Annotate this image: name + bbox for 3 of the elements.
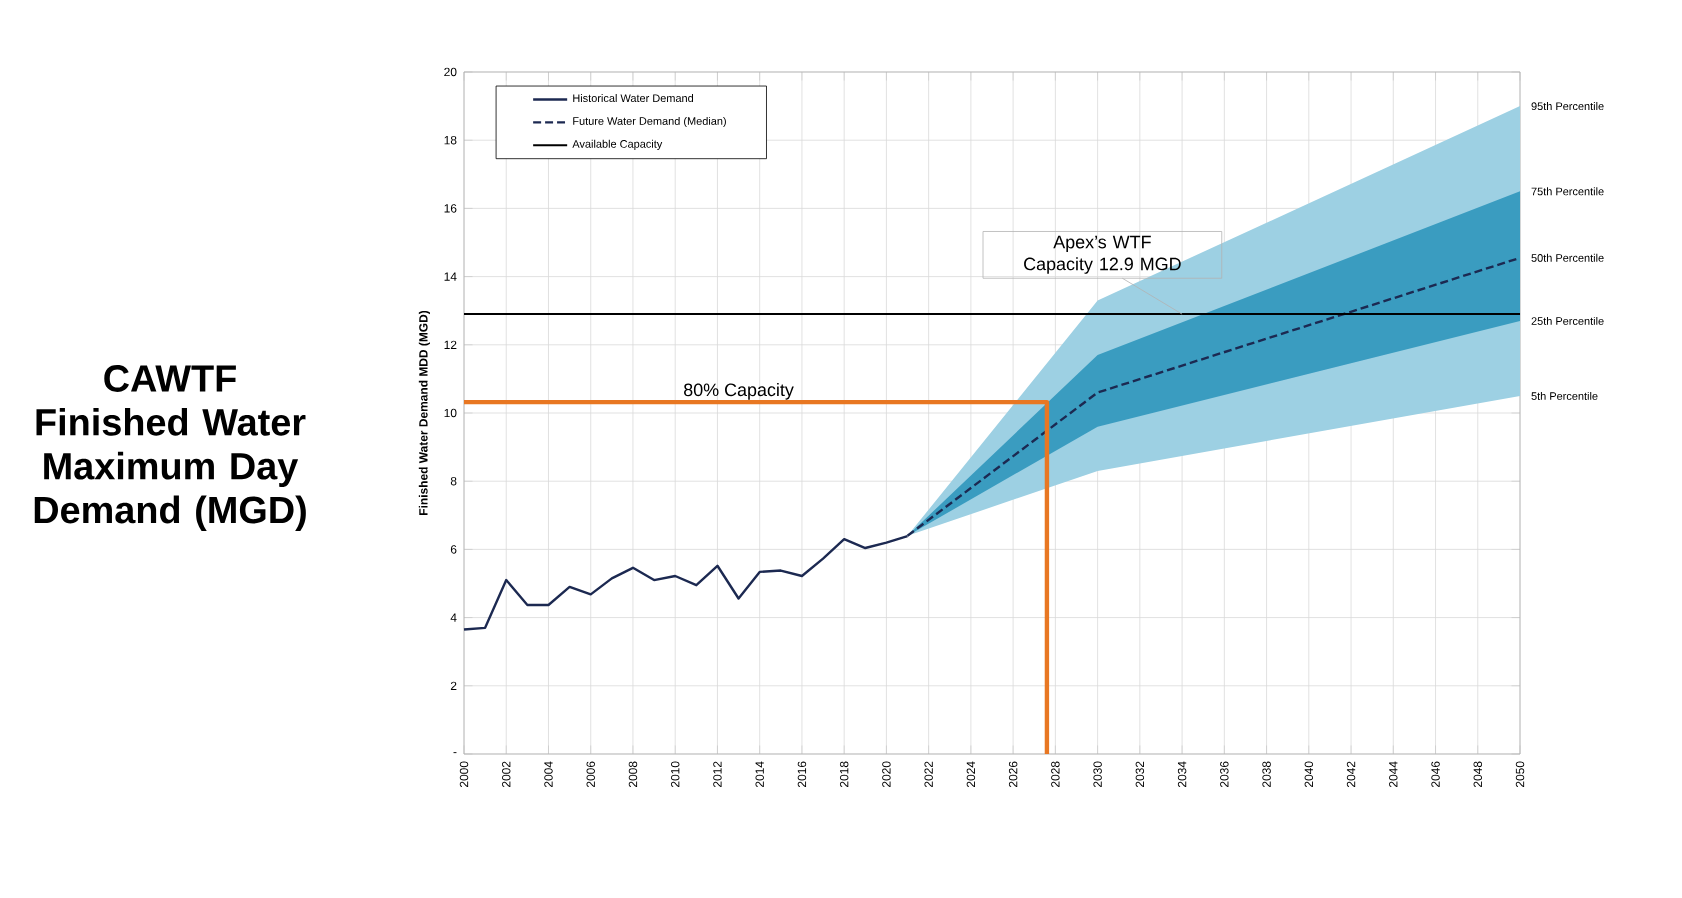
text: CAWTF Finished Water Maximum Day Demand (MGD) bbox=[34, 365, 306, 531]
annotation: Apex’s WTF Capacity 12.9 MGD bbox=[1024, 235, 1181, 274]
annotation: 80% Capacity bbox=[684, 382, 794, 400]
